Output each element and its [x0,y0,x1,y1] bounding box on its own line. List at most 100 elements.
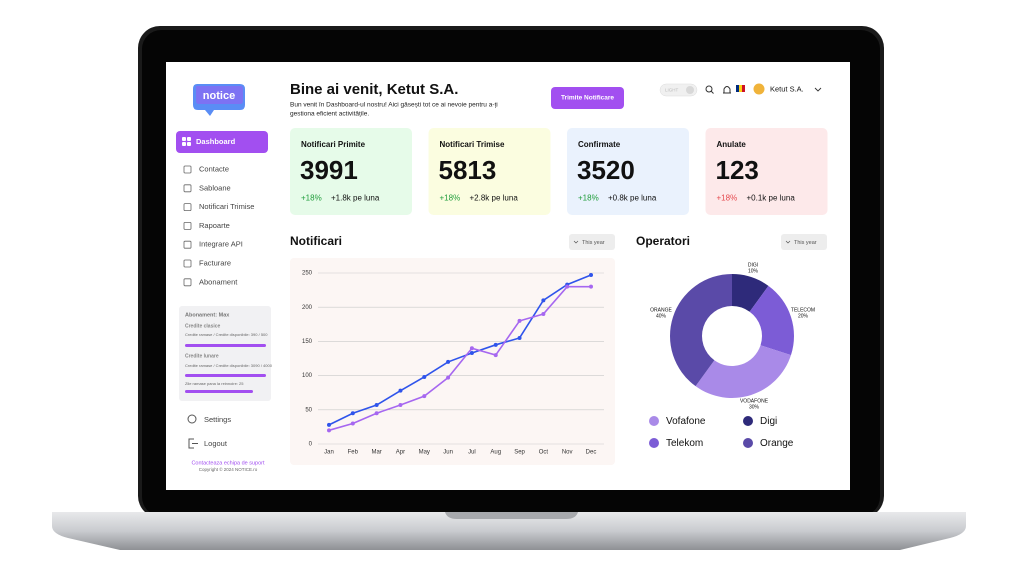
series-line [328,285,591,432]
data-point [327,428,331,433]
data-point [493,353,498,358]
slice-label: TELECOM [791,307,815,313]
logo-text: notice [203,90,235,102]
period-filter-label[interactable]: This year [794,240,817,246]
donut-slice [732,274,769,312]
classic-label: Credite clasice [185,323,221,329]
data-point [374,403,379,408]
card-value: 3991 [300,155,358,185]
y-tick-label: 150 [302,339,313,345]
period-filter-label[interactable]: This year [582,240,605,246]
nav-item[interactable]: Facturare [199,258,231,267]
data-point [446,375,451,380]
data-point [350,411,355,416]
send-button[interactable] [551,87,624,109]
x-tick-label: Mar [371,450,381,456]
y-tick-label: 100 [302,373,313,379]
card-title: Anulate [717,140,747,149]
nav-item[interactable]: Rapoarte [199,221,230,230]
classic-detail: Credite ramase / Credite disponibile: 39… [185,332,268,337]
stat-card [428,128,551,215]
donut-slice [695,345,791,398]
legend-swatch [743,438,753,448]
x-tick-label: May [419,450,430,456]
copyright: Copyright © 2024 NOTICE.ro [199,466,258,472]
flag [742,85,745,92]
data-point [374,411,379,416]
support-link[interactable]: Contacteaza echipa de suport [191,460,265,466]
dashboard-icon [182,137,191,146]
nav-item[interactable]: Sabloane [199,183,231,192]
nav-icon [183,221,192,230]
section-title: Operatori [636,234,690,248]
nav-dashboard[interactable]: Dashboard [196,137,236,146]
data-point [517,335,522,340]
nav-icon [183,240,192,249]
nav-item[interactable]: Integrare API [199,240,243,249]
nav-logout[interactable]: Logout [204,439,228,448]
card-value: 123 [716,155,759,185]
renewal: Zile ramase pana la reinnoire: 25 [185,381,244,386]
nav-active[interactable] [176,131,268,153]
laptop-base [52,512,966,550]
data-point [398,403,403,408]
flag [736,85,739,92]
legend-swatch [649,438,659,448]
nav-item[interactable]: Contacte [199,164,229,173]
donut-slice [749,285,794,356]
nav-item[interactable]: Notificari Trimise [199,202,254,211]
filter-arrow [573,240,579,244]
user-name[interactable]: Ketut S.A. [770,84,804,93]
line-chart: 0 50 100 150 200 250 Jan Feb Mar Apr May Jun Jul Aug S… [302,271,604,456]
nav-item[interactable]: Abonament [199,277,238,286]
section-title: Notificari [290,234,342,248]
period-filter[interactable] [781,234,827,250]
period-filter[interactable] [569,234,615,250]
card-monthly: +2.8k pe luna [470,194,519,203]
subscription-box [179,306,271,401]
subtitle-line: gestiona eficient activitățile. [290,111,369,118]
x-tick-label: Oct [539,450,549,456]
card-monthly: +0.1k pe luna [747,194,796,203]
user-menu-arrow[interactable] [814,87,822,92]
card-change: +18% [301,194,322,203]
logo: notice [193,84,245,116]
slice-label: ORANGE [650,307,672,313]
data-point [589,273,593,278]
x-tick-label: Feb [348,450,359,456]
legend-label: Digi [760,416,777,427]
nav-settings[interactable]: Settings [204,415,231,424]
legend-label: Orange [760,438,794,449]
card-change: +18% [717,194,738,203]
x-tick-label: Jan [324,450,334,456]
send-button-label[interactable]: Trimite Notificare [561,95,614,102]
x-tick-label: Apr [396,450,405,456]
header-icons [705,85,731,94]
x-tick-label: Aug [490,450,501,456]
slice-value-label: 40% [656,313,667,319]
x-tick-label: Dec [586,450,597,456]
data-point [589,284,593,289]
logout-icon [188,438,198,449]
card-monthly: +1.8k pe luna [331,194,380,203]
data-point [422,374,427,379]
subtitle-line: Bun venit în Dashboard-ul nostru! Aici g… [290,102,498,109]
y-tick-label: 50 [305,407,312,413]
monthly-label: Credite lunare [185,353,219,359]
x-tick-label: Jun [443,450,453,456]
filter-arrow [785,240,791,244]
data-point [446,359,451,364]
nav-icon [183,278,192,287]
card-monthly: +0.8k pe luna [608,194,657,203]
card-title: Confirmate [578,140,621,149]
data-point [493,342,498,347]
avatar[interactable] [753,83,765,95]
card-value: 5813 [439,155,497,185]
data-point [350,421,355,426]
data-point [565,284,570,289]
legend-swatch [743,416,753,426]
nav-menu: Contacte Sabloane Notificari Trimise Rapoar… [183,164,254,287]
